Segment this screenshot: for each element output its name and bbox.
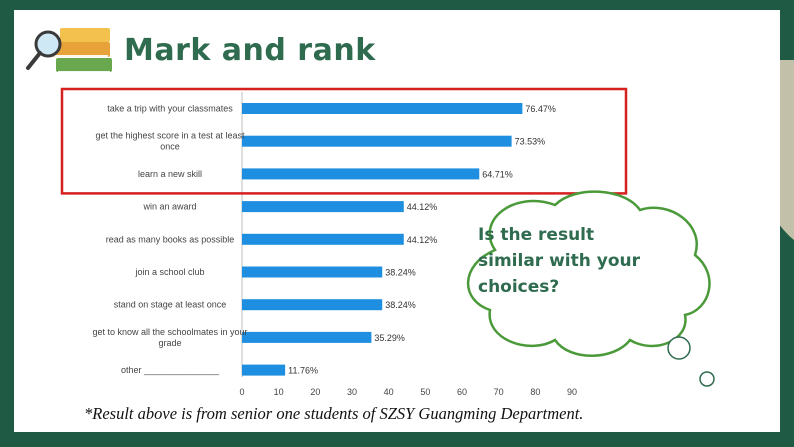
x-tick-label: 90 <box>567 387 577 397</box>
category-label: once <box>160 142 180 152</box>
bar <box>242 103 523 114</box>
bar <box>242 135 512 147</box>
category-label: win an award <box>142 202 196 212</box>
category-label: read as many books as possible <box>106 234 235 244</box>
category-label: take a trip with your classmates <box>107 104 233 114</box>
category-label: get the highest score in a test at least <box>95 131 245 141</box>
slide-title: Mark and rank <box>124 33 376 68</box>
x-tick-label: 10 <box>274 387 284 397</box>
magnifier-icon <box>26 30 62 70</box>
bottom-stripe <box>0 432 794 447</box>
data-label: 73.53% <box>515 137 546 147</box>
bar <box>242 233 404 245</box>
category-label: learn a new skill <box>138 169 202 179</box>
x-tick-label: 20 <box>310 387 320 397</box>
data-label: 76.47% <box>525 104 556 114</box>
bar <box>242 266 383 278</box>
bubble-text: Is the result similar with your choices? <box>478 225 641 297</box>
bar <box>242 364 286 376</box>
books-icon <box>26 28 112 75</box>
category-label: join a school club <box>134 267 204 277</box>
x-tick-label: 60 <box>457 387 467 397</box>
data-label: 64.71% <box>482 169 513 179</box>
data-label: 44.12% <box>407 235 438 245</box>
x-tick-label: 0 <box>239 387 244 397</box>
category-label: get to know all the schoolmates in your <box>92 327 247 337</box>
thought-bubble <box>466 190 715 387</box>
bar <box>242 331 372 343</box>
bar <box>242 201 404 213</box>
data-label: 44.12% <box>407 202 438 212</box>
data-label: 38.24% <box>385 300 416 310</box>
bar <box>242 168 480 180</box>
x-tick-label: 70 <box>494 387 504 397</box>
category-label: grade <box>158 338 181 348</box>
x-tick-label: 40 <box>384 387 394 397</box>
data-label: 38.24% <box>385 268 416 278</box>
data-label: 11.76% <box>288 366 318 376</box>
source-note: *Result above is from senior one student… <box>84 404 584 423</box>
bar <box>242 299 383 311</box>
x-tick-label: 50 <box>420 387 430 397</box>
category-label: other _______________ <box>121 365 220 375</box>
x-tick-label: 30 <box>347 387 357 397</box>
x-tick-label: 80 <box>530 387 540 397</box>
category-label: stand on stage at least once <box>114 300 227 310</box>
highlight-box <box>60 87 628 195</box>
data-label: 35.29% <box>374 333 405 343</box>
